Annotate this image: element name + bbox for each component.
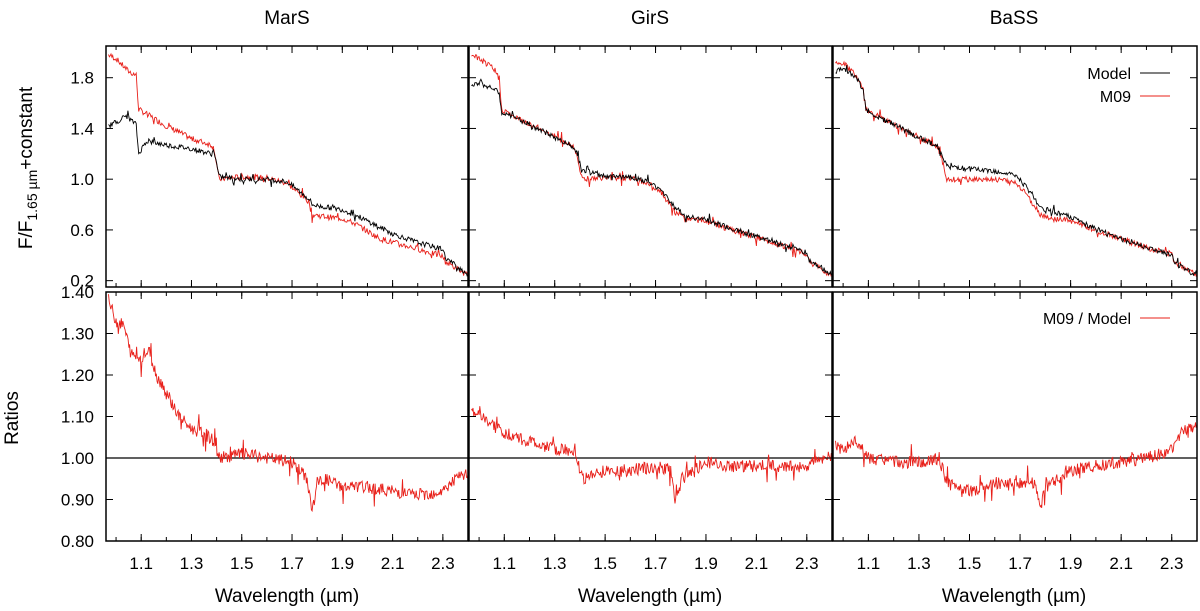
ratio-line: [471, 406, 832, 504]
bottom-panel-frame: [832, 291, 1198, 542]
y-tick-label: 0.2: [70, 272, 94, 291]
m09-spectrum-line: [471, 54, 832, 277]
x-tick-label: 1.3: [543, 554, 567, 573]
x-tick-label: 1.3: [907, 554, 931, 573]
x-axis-label-mars: Wavelength (µm): [215, 586, 359, 607]
x-tick-label: 1.5: [593, 554, 617, 573]
x-tick-label: 1.7: [644, 554, 668, 573]
bottom-y-axis-label: Ratios: [2, 391, 23, 445]
top-panel-frame: [832, 45, 1198, 288]
x-tick-label: 1.5: [230, 554, 254, 573]
x-tick-label: 2.3: [431, 554, 455, 573]
x-tick-label: 2.1: [381, 554, 405, 573]
top-panel-series-mars: [108, 52, 468, 277]
x-tick-label: 1.1: [492, 554, 516, 573]
x-tick-label: 1.9: [330, 554, 354, 573]
x-tick-labels-mars: 1.1 1.3 1.5 1.7 1.9 2.1 2.3: [129, 554, 454, 573]
top-panel-frame: [468, 45, 833, 288]
top-y-tick-labels: 0.2 0.6 1.0 1.4 1.8: [70, 69, 94, 291]
m09-spectrum-line: [108, 52, 468, 276]
bottom-y-tick-labels: 0.80 0.90 1.00 1.10 1.20 1.30 1.40: [61, 283, 94, 551]
x-tick-label: 1.7: [280, 554, 304, 573]
x-tick-label: 1.7: [1008, 554, 1032, 573]
top-y-axis-label: F/F1.65 µm+constant: [16, 86, 40, 249]
top-panel-series-bass: [835, 60, 1197, 278]
x-axis-label-girs: Wavelength (µm): [578, 586, 722, 607]
legend-label-model: Model: [1087, 66, 1131, 83]
x-tick-label: 1.9: [694, 554, 718, 573]
x-tick-label: 2.1: [745, 554, 769, 573]
x-axis-label-bass: Wavelength (µm): [942, 586, 1086, 607]
ratio-line: [108, 294, 468, 513]
y-tick-label: 0.90: [61, 491, 94, 510]
x-tick-labels-girs: 1.1 1.3 1.5 1.7 1.9 2.1 2.3: [492, 554, 818, 573]
ratio-line: [835, 422, 1197, 509]
panel-title-mars: MarS: [264, 8, 309, 29]
data-lines-layer: [106, 52, 1197, 513]
y-label-tail: +constant: [16, 86, 37, 170]
y-label-subscript: 1.65 µm: [24, 170, 40, 221]
bottom-panel-frame: [105, 291, 469, 542]
y-tick-label: 1.40: [61, 283, 94, 302]
x-tick-label: 2.1: [1109, 554, 1133, 573]
y-tick-label: 1.30: [61, 325, 94, 344]
top-panel-frame: [105, 45, 469, 288]
y-label-main: F/F: [16, 221, 37, 250]
panel-frames-layer: [105, 45, 1198, 542]
y-tick-label: 1.10: [61, 408, 94, 427]
x-tick-label: 1.5: [958, 554, 982, 573]
y-tick-label: 1.20: [61, 366, 94, 385]
y-tick-label: 1.8: [70, 69, 94, 88]
legend-label-ratio: M09 / Model: [1043, 311, 1131, 328]
model-spectrum-line: [108, 110, 468, 277]
x-tick-label: 1.3: [180, 554, 204, 573]
bottom-panel-series-girs: [469, 406, 832, 504]
x-tick-label: 1.1: [857, 554, 881, 573]
x-tick-label: 2.3: [795, 554, 819, 573]
model-spectrum-line: [835, 65, 1197, 277]
m09-spectrum-line: [835, 60, 1197, 278]
x-tick-labels-bass: 1.1 1.3 1.5 1.7 1.9 2.1 2.3: [857, 554, 1184, 573]
tick-marks-layer: [106, 46, 1197, 542]
y-tick-label: 1.4: [70, 119, 94, 138]
y-tick-label: 0.80: [61, 532, 94, 551]
bottom-panel-frame: [468, 291, 833, 542]
y-tick-label: 1.00: [61, 449, 94, 468]
panel-title-bass: BaSS: [990, 8, 1039, 29]
x-tick-label: 2.3: [1160, 554, 1184, 573]
y-tick-label: 0.6: [70, 221, 94, 240]
bottom-panel-series-mars: [106, 294, 468, 513]
panel-title-girs: GirS: [631, 8, 669, 29]
y-tick-label: 1.0: [70, 170, 94, 189]
model-spectrum-line: [471, 78, 832, 276]
x-tick-label: 1.1: [129, 554, 153, 573]
x-tick-label: 1.9: [1059, 554, 1083, 573]
top-panel-series-girs: [471, 54, 832, 277]
legend-label-m09: M09: [1100, 89, 1131, 106]
bottom-panel-series-bass: [833, 422, 1197, 509]
